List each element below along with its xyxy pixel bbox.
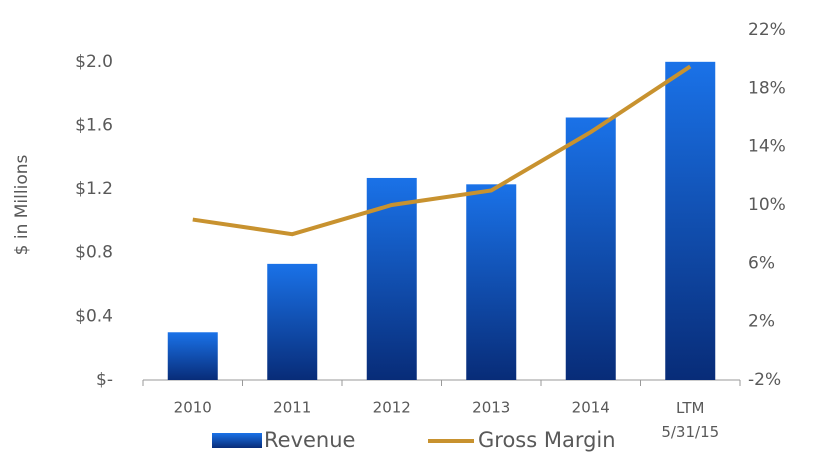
- y-tick-label: $0.4: [75, 306, 113, 326]
- y2-tick-label: 2%: [748, 312, 775, 332]
- legend-swatch: [212, 433, 262, 448]
- y-tick-label: $1.2: [75, 179, 113, 199]
- bar: [267, 263, 318, 380]
- legend-label: Gross Margin: [478, 428, 616, 452]
- y2-tick-label: -2%: [748, 370, 781, 390]
- legend-label: Revenue: [264, 428, 355, 452]
- y-tick-label: $1.6: [75, 115, 113, 135]
- y-tick-label: $-: [96, 370, 113, 390]
- y-axis-label: $ in Millions: [12, 155, 32, 256]
- x-tick-label: 2013: [472, 399, 510, 417]
- bar: [665, 61, 716, 381]
- line: [192, 64, 692, 237]
- bar: [167, 332, 218, 380]
- x-tick-label-line: 5/31/15: [661, 423, 719, 441]
- x-tick-label: 2011: [273, 399, 311, 417]
- x-tick-label: 2010: [174, 399, 212, 417]
- x-tick-label-line: LTM: [676, 399, 704, 417]
- bar: [466, 184, 517, 380]
- x-tick-label: 2014: [572, 399, 610, 417]
- y2-tick-label: 18%: [748, 78, 786, 98]
- x-tick-label: LTM 5/31/15: [661, 399, 719, 441]
- x-tick-label: 2012: [373, 399, 411, 417]
- y2-tick-label: 14%: [748, 137, 786, 157]
- y2-tick-label: 6%: [748, 253, 775, 273]
- y-tick-label: $0.8: [75, 243, 113, 263]
- y2-tick-label: 22%: [748, 20, 786, 40]
- y-tick-label: $2.0: [75, 52, 113, 72]
- y2-tick-label: 10%: [748, 195, 786, 215]
- bar: [565, 117, 616, 380]
